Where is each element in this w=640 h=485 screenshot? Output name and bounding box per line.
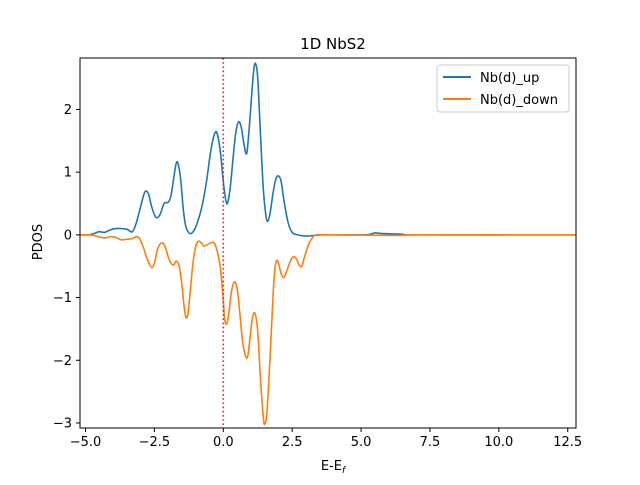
chart-title: 1D NbS2 xyxy=(300,35,366,53)
x-axis-label-main: E-E xyxy=(321,459,342,474)
y-tick-label: −1 xyxy=(53,291,72,306)
y-tick-label: −2 xyxy=(53,354,72,369)
legend-label-nb-d-down: Nb(d)_down xyxy=(480,93,558,108)
x-tick-label: −5.0 xyxy=(70,435,102,450)
x-tick-label: 7.5 xyxy=(420,435,441,450)
series-line-nb-d-down xyxy=(80,233,576,426)
x-tick-label: 5.0 xyxy=(351,435,372,450)
x-tick-label: 0.0 xyxy=(213,435,234,450)
series-layer xyxy=(80,58,576,428)
x-tick-label: 12.5 xyxy=(553,435,582,450)
y-tick-label: −3 xyxy=(53,416,72,431)
y-tick-label: 1 xyxy=(64,166,72,181)
plot-frame xyxy=(79,57,577,429)
series-line-nb-d-up xyxy=(80,62,576,237)
y-axis-label: PDOS xyxy=(31,224,46,260)
legend-label-nb-d-up: Nb(d)_up xyxy=(480,71,539,86)
legend: Nb(d)_up Nb(d)_down xyxy=(436,64,570,113)
y-tick-label: 2 xyxy=(64,103,72,118)
x-tick-label: −2.5 xyxy=(139,435,171,450)
x-axis-label-subscript: f xyxy=(342,466,347,476)
y-tick-label: 0 xyxy=(64,228,72,243)
tick-layer: −5.0 −2.5 0.0 2.5 5.0 7.5 10.0 12.5 −3 −2 −1 0 1 2 xyxy=(53,103,582,450)
x-tick-label: 10.0 xyxy=(484,435,513,450)
x-tick-label: 2.5 xyxy=(282,435,303,450)
x-axis-label: E-Ef xyxy=(321,459,347,476)
